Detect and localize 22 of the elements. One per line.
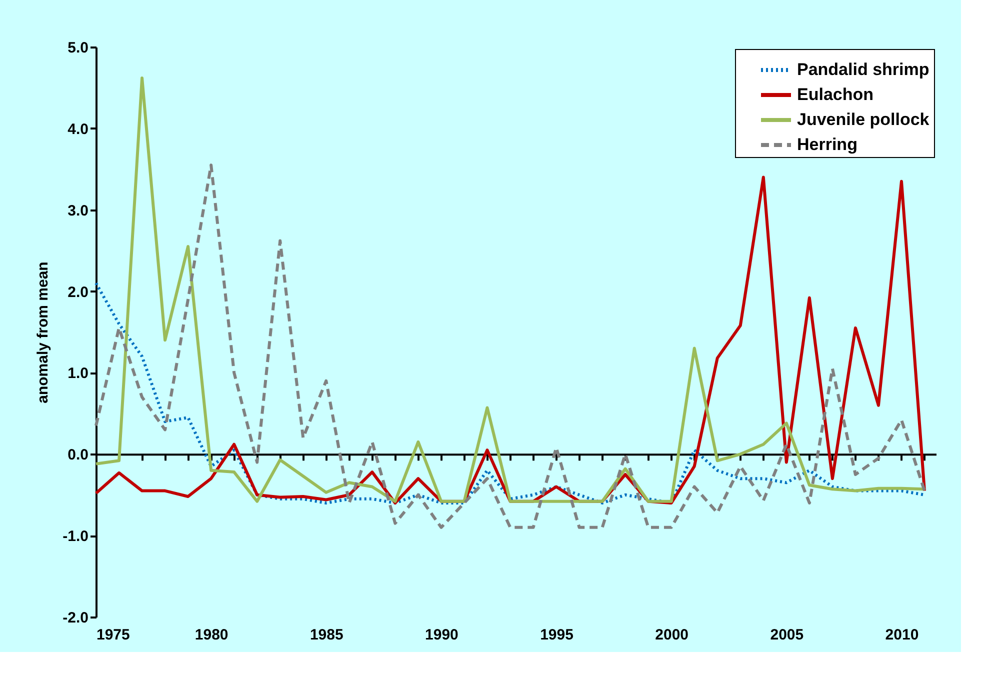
x-tick-label: 1995 bbox=[540, 626, 574, 644]
legend-label: Eulachon bbox=[797, 85, 874, 104]
y-tick-label: 5.0 bbox=[68, 40, 88, 56]
y-tick-label: 4.0 bbox=[68, 120, 88, 138]
x-tick-label: 1980 bbox=[194, 626, 228, 644]
x-tick-label: 2010 bbox=[885, 626, 919, 644]
line-series bbox=[94, 282, 926, 504]
y-tick-label: 1.0 bbox=[68, 365, 88, 382]
legend-label: Pandalid shrimp bbox=[797, 60, 930, 79]
legend-label: Herring bbox=[797, 135, 858, 154]
y-axis-title: anomaly from mean bbox=[34, 262, 52, 404]
legend-label: Juvenile pollock bbox=[797, 110, 930, 129]
x-tick-label: 1990 bbox=[425, 626, 458, 644]
y-tick-label: -2.0 bbox=[62, 610, 88, 626]
y-tick-label: -1.0 bbox=[62, 528, 88, 546]
y-tick-label: 3.0 bbox=[68, 202, 88, 220]
x-tick-label: 1985 bbox=[310, 626, 344, 644]
x-tick-label: 2000 bbox=[655, 626, 689, 644]
x-tick-label: 1975 bbox=[96, 626, 130, 644]
y-tick-label: 2.0 bbox=[68, 284, 88, 301]
y-tick-label: 0.0 bbox=[68, 446, 88, 464]
x-tick-label: 2005 bbox=[770, 626, 804, 644]
